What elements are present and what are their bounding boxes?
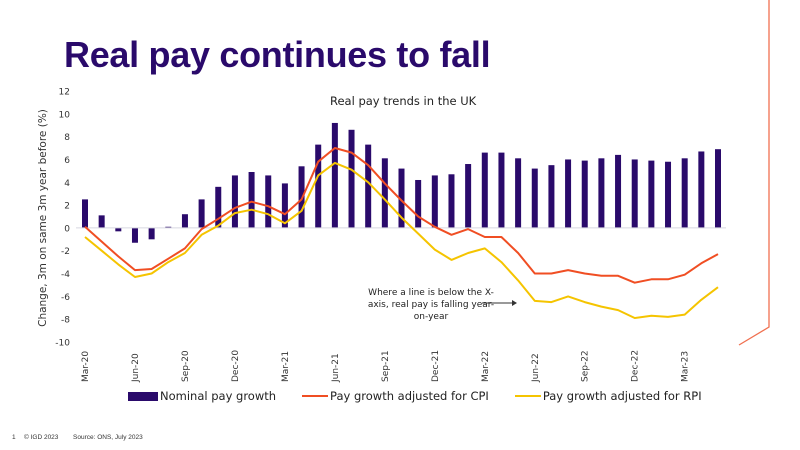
bar-Mar-22	[481, 152, 488, 228]
footer-copyright: © IGD 2023	[24, 434, 59, 441]
bar-Apr-23	[698, 151, 705, 228]
bar-Mar-20	[82, 199, 88, 228]
bar-Apr-22	[498, 152, 505, 228]
legend-item-nominal: Nominal pay growth	[128, 389, 276, 403]
footer-page-number: 1	[12, 434, 16, 441]
y-tick-label: 4	[64, 179, 70, 189]
bar-Oct-22	[598, 158, 605, 228]
y-tick-label: 8	[64, 133, 70, 143]
y-tick-label: -4	[61, 270, 70, 280]
legend-swatch-cpi	[302, 395, 329, 397]
legend-swatch-bar	[128, 391, 158, 401]
x-tick-label: Mar-21	[281, 351, 291, 382]
bar-Oct-20	[198, 199, 205, 228]
annotation-arrowhead-icon	[512, 300, 517, 306]
bar-Jul-22	[548, 165, 555, 228]
bar-Feb-23	[665, 161, 672, 228]
legend-swatch-rpi	[514, 395, 541, 397]
bar-Jul-21	[348, 129, 355, 228]
x-tick-label: Mar-22	[481, 351, 491, 382]
bar-Jun-22	[531, 168, 538, 228]
annotation-text: Where a line is below the X-axis, real p…	[367, 288, 495, 322]
x-tick-label: Dec-22	[631, 350, 641, 382]
bars	[82, 122, 721, 243]
bar-Jan-23	[648, 160, 655, 228]
bar-May-20	[115, 227, 122, 232]
x-tick-label: Dec-20	[231, 350, 241, 382]
y-tick-label: -10	[55, 339, 70, 349]
x-ticks: Mar-20 Jun-20 Sep-20 Dec-20 Mar-21 Jun-21 Sep-…	[81, 350, 691, 383]
x-tick-label: Sep-22	[581, 350, 591, 382]
bar-Mar-23	[681, 158, 688, 228]
x-tick-label: Jun-20	[131, 353, 141, 383]
legend-label-rpi: Pay growth adjusted for RPI	[542, 389, 702, 403]
x-tick-label: Jun-21	[331, 353, 341, 383]
bar-Jul-20	[148, 227, 155, 240]
bar-Dec-21	[431, 175, 438, 228]
bar-Aug-21	[365, 144, 372, 228]
page-title: Real pay continues to fall	[64, 34, 491, 75]
bar-Apr-20	[98, 215, 105, 228]
x-tick-label: Mar-20	[81, 351, 91, 382]
y-tick-label: 2	[64, 202, 70, 212]
y-ticks: 12 10 8 6 4 2 0 -2 -4 -6 -8 -10	[55, 88, 70, 349]
bar-Jun-21	[331, 122, 338, 228]
bar-Jun-20	[131, 227, 138, 243]
bar-Oct-21	[398, 168, 405, 228]
bar-Nov-20	[215, 186, 222, 228]
y-tick-label: -2	[61, 247, 70, 257]
bar-Feb-22	[465, 164, 472, 228]
legend-item-cpi: Pay growth adjusted for CPI	[302, 389, 489, 403]
y-tick-label: -6	[61, 293, 70, 303]
bar-Sep-21	[381, 158, 388, 228]
bar-May-23	[715, 149, 721, 228]
legend-label-nominal: Nominal pay growth	[160, 389, 277, 403]
bar-May-21	[315, 144, 322, 228]
bar-Nov-22	[615, 154, 622, 228]
bar-Jan-22	[448, 174, 455, 228]
bar-May-22	[515, 158, 522, 228]
y-tick-label: 10	[59, 110, 71, 120]
x-tick-label: Jun-22	[531, 353, 541, 383]
x-tick-label: Sep-21	[381, 350, 391, 382]
bar-Feb-21	[265, 175, 272, 228]
y-tick-label: -8	[61, 316, 70, 326]
legend-label-cpi: Pay growth adjusted for CPI	[330, 389, 489, 403]
line-cpi	[84, 147, 719, 284]
bar-Sep-22	[581, 160, 588, 228]
bar-Aug-22	[565, 159, 572, 228]
chart-title: Real pay trends in the UK	[330, 94, 477, 108]
x-tick-label: Sep-20	[181, 350, 191, 382]
line-rpi	[84, 161, 719, 319]
bar-Sep-20	[181, 214, 188, 228]
x-tick-label: Mar-23	[681, 351, 691, 382]
footer-source: Source: ONS, July 2023	[73, 434, 143, 441]
x-tick-label: Dec-21	[431, 350, 441, 382]
legend-item-rpi: Pay growth adjusted for RPI	[514, 389, 702, 403]
y-tick-label: 12	[59, 88, 70, 98]
bar-Dec-22	[631, 159, 638, 228]
y-axis-label-group: Change, 3m on same 3m year before (%)	[37, 109, 49, 327]
bar-Jan-21	[248, 172, 255, 228]
bar-Dec-20	[231, 175, 238, 228]
y-axis-label: Change, 3m on same 3m year before (%)	[37, 109, 49, 327]
bar-Aug-20	[165, 226, 172, 228]
y-tick-label: 0	[64, 224, 70, 234]
decorative-frame-line	[738, 0, 770, 346]
y-tick-label: 6	[64, 156, 70, 166]
bar-Nov-21	[415, 179, 422, 228]
bar-Mar-21	[281, 183, 288, 228]
lines	[84, 147, 719, 319]
legend: Nominal pay growth Pay growth adjusted f…	[128, 389, 728, 403]
